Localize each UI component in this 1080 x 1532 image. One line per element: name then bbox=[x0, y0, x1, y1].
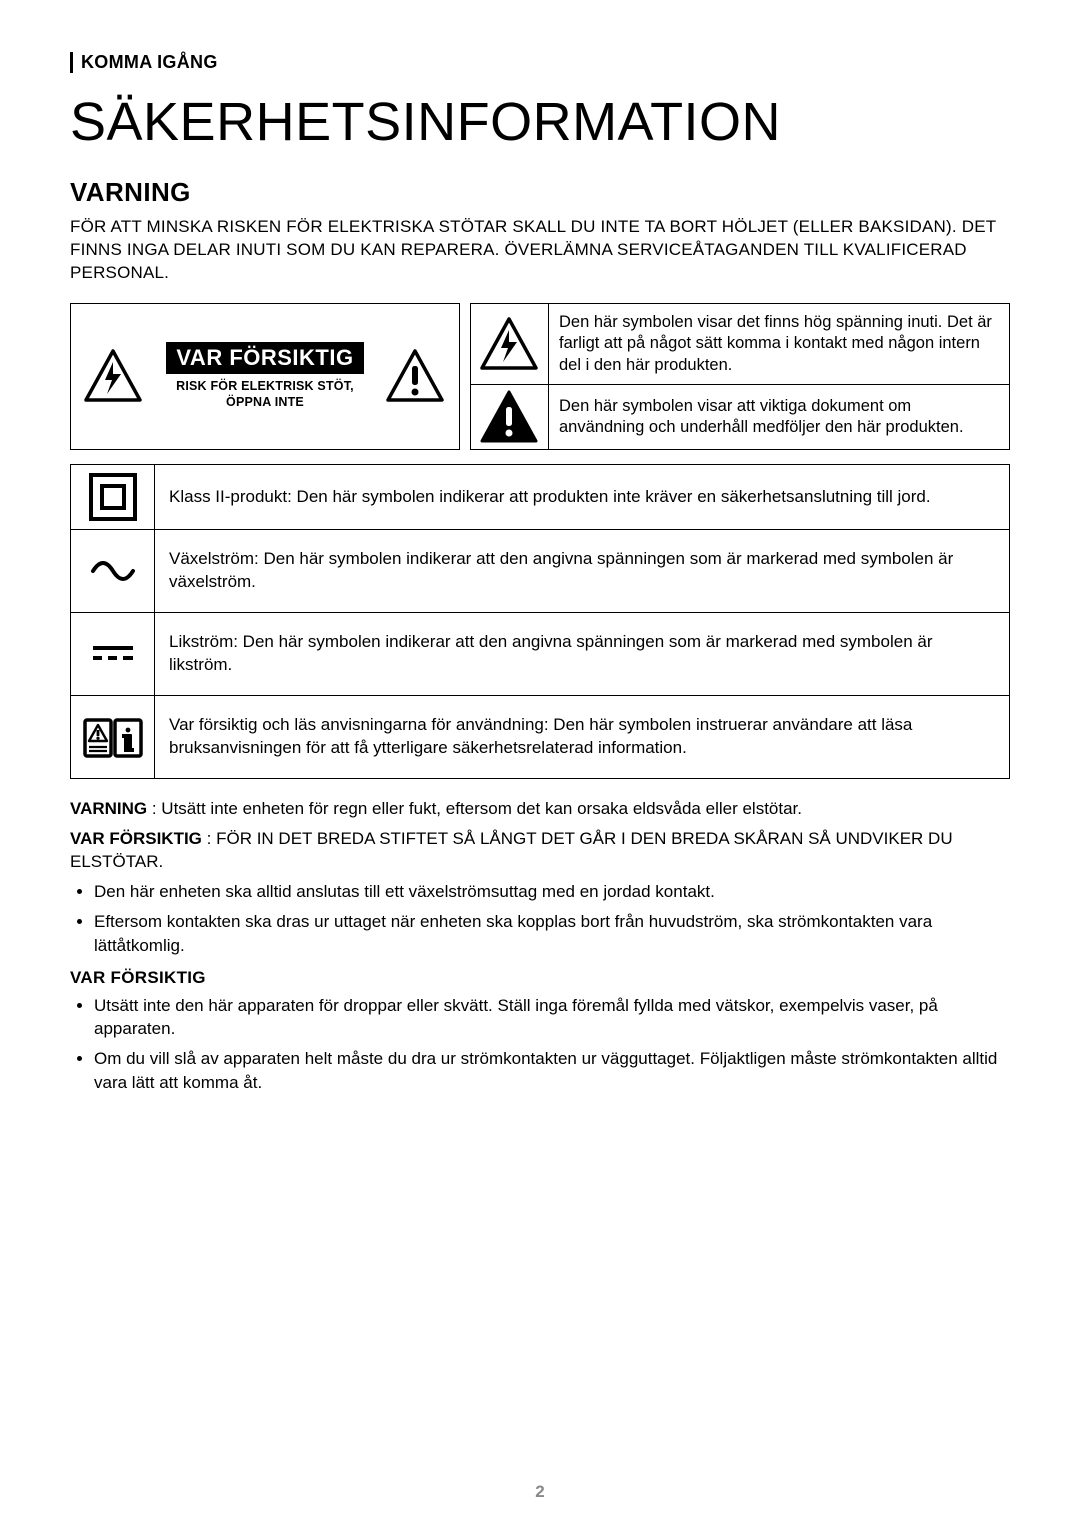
symbol-row: VAR FÖRSIKTIG RISK FÖR ELEKTRISK STÖT, Ö… bbox=[70, 303, 1010, 450]
body-warning-text: : Utsätt inte enheten för regn eller fuk… bbox=[147, 799, 802, 818]
page-number: 2 bbox=[535, 1482, 544, 1502]
bullet-list-2: Utsätt inte den här apparaten för droppa… bbox=[70, 994, 1010, 1095]
warning-paragraph: FÖR ATT MINSKA RISKEN FÖR ELEKTRISKA STÖ… bbox=[70, 216, 1010, 285]
manual-icon bbox=[71, 695, 155, 778]
class2-icon bbox=[71, 465, 155, 530]
table-row: Var försiktig och läs anvisningarna för … bbox=[71, 695, 1010, 778]
warning-heading: VARNING bbox=[70, 177, 1010, 208]
table-row: Den här symbolen visar att viktiga dokum… bbox=[471, 385, 1010, 450]
caution-inner: VAR FÖRSIKTIG RISK FÖR ELEKTRISK STÖT, Ö… bbox=[159, 342, 371, 411]
symbol-explain-table: Den här symbolen visar det finns hög spä… bbox=[470, 303, 1010, 450]
exclaim-triangle-icon bbox=[385, 348, 447, 404]
info-table: Klass II-produkt: Den här symbolen indik… bbox=[70, 464, 1010, 779]
info-row-text: Klass II-produkt: Den här symbolen indik… bbox=[155, 465, 1010, 530]
list-item: Eftersom kontakten ska dras ur uttaget n… bbox=[94, 910, 1010, 958]
bolt-triangle-icon bbox=[471, 303, 549, 384]
table-row: Den här symbolen visar det finns hög spä… bbox=[471, 303, 1010, 384]
bullet-list-1: Den här enheten ska alltid anslutas till… bbox=[70, 880, 1010, 957]
body-caution-bold: VAR FÖRSIKTIG bbox=[70, 829, 202, 848]
caution-banner: VAR FÖRSIKTIG bbox=[166, 342, 363, 374]
body-warning-line: VARNING : Utsätt inte enheten för regn e… bbox=[70, 797, 1010, 821]
ac-icon bbox=[71, 530, 155, 613]
list-item: Utsätt inte den här apparaten för droppa… bbox=[94, 994, 1010, 1042]
dc-icon bbox=[71, 613, 155, 696]
info-row-text: Var försiktig och läs anvisningarna för … bbox=[155, 695, 1010, 778]
body-warning-bold: VARNING bbox=[70, 799, 147, 818]
section-label: KOMMA IGÅNG bbox=[81, 52, 218, 72]
caution-box: VAR FÖRSIKTIG RISK FÖR ELEKTRISK STÖT, Ö… bbox=[70, 303, 460, 450]
list-item: Den här enheten ska alltid anslutas till… bbox=[94, 880, 1010, 904]
table-row: Växelström: Den här symbolen indikerar a… bbox=[71, 530, 1010, 613]
caution-subtext: RISK FÖR ELEKTRISK STÖT, ÖPPNA INTE bbox=[159, 378, 371, 411]
body-caution-text: : FÖR IN DET BREDA STIFTET SÅ LÅNGT DET … bbox=[70, 829, 953, 872]
table-row: Klass II-produkt: Den här symbolen indik… bbox=[71, 465, 1010, 530]
symbol-explain-text: Den här symbolen visar det finns hög spä… bbox=[549, 303, 1010, 384]
body-caution-line: VAR FÖRSIKTIG : FÖR IN DET BREDA STIFTET… bbox=[70, 827, 1010, 875]
exclaim-triangle-solid-icon bbox=[471, 385, 549, 450]
info-row-text: Likström: Den här symbolen indikerar att… bbox=[155, 613, 1010, 696]
bolt-triangle-icon bbox=[83, 348, 145, 404]
symbol-explain-text: Den här symbolen visar att viktiga dokum… bbox=[549, 385, 1010, 450]
sub-heading: VAR FÖRSIKTIG bbox=[70, 968, 1010, 988]
page-title: SÄKERHETSINFORMATION bbox=[70, 91, 1010, 153]
info-row-text: Växelström: Den här symbolen indikerar a… bbox=[155, 530, 1010, 613]
section-marker: KOMMA IGÅNG bbox=[70, 52, 1010, 73]
table-row: Likström: Den här symbolen indikerar att… bbox=[71, 613, 1010, 696]
list-item: Om du vill slå av apparaten helt måste d… bbox=[94, 1047, 1010, 1095]
